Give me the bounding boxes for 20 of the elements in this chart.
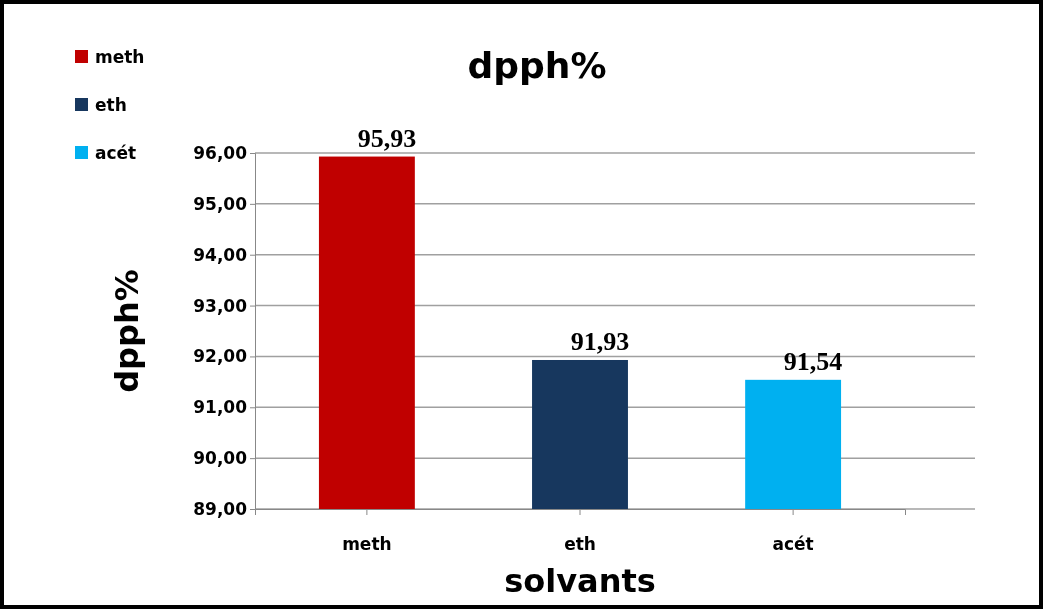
x-tick-label: acét: [772, 534, 814, 555]
data-label: 95,93: [357, 123, 417, 153]
x-tick-label: eth: [564, 534, 596, 555]
legend-label: acét: [95, 143, 137, 163]
data-label: 91,54: [783, 346, 843, 376]
y-tick-label: 95,00: [193, 193, 248, 214]
y-tick-label: 92,00: [193, 346, 248, 367]
y-tick-label: 90,00: [193, 448, 248, 469]
chart-title: dpph%: [467, 45, 607, 86]
data-label: 91,93: [570, 326, 630, 356]
legend-label: meth: [95, 47, 145, 67]
y-tick-label: 94,00: [193, 244, 248, 265]
y-tick-label: 93,00: [193, 295, 248, 316]
y-tick-label: 96,00: [193, 142, 248, 163]
x-axis-title: solvants: [504, 562, 656, 600]
x-tick-label: meth: [342, 534, 392, 555]
legend-label: eth: [95, 95, 127, 115]
y-tick-label: 89,00: [193, 498, 248, 519]
y-tick-label: 91,00: [193, 397, 248, 418]
y-axis-title: dpph%: [108, 269, 146, 393]
